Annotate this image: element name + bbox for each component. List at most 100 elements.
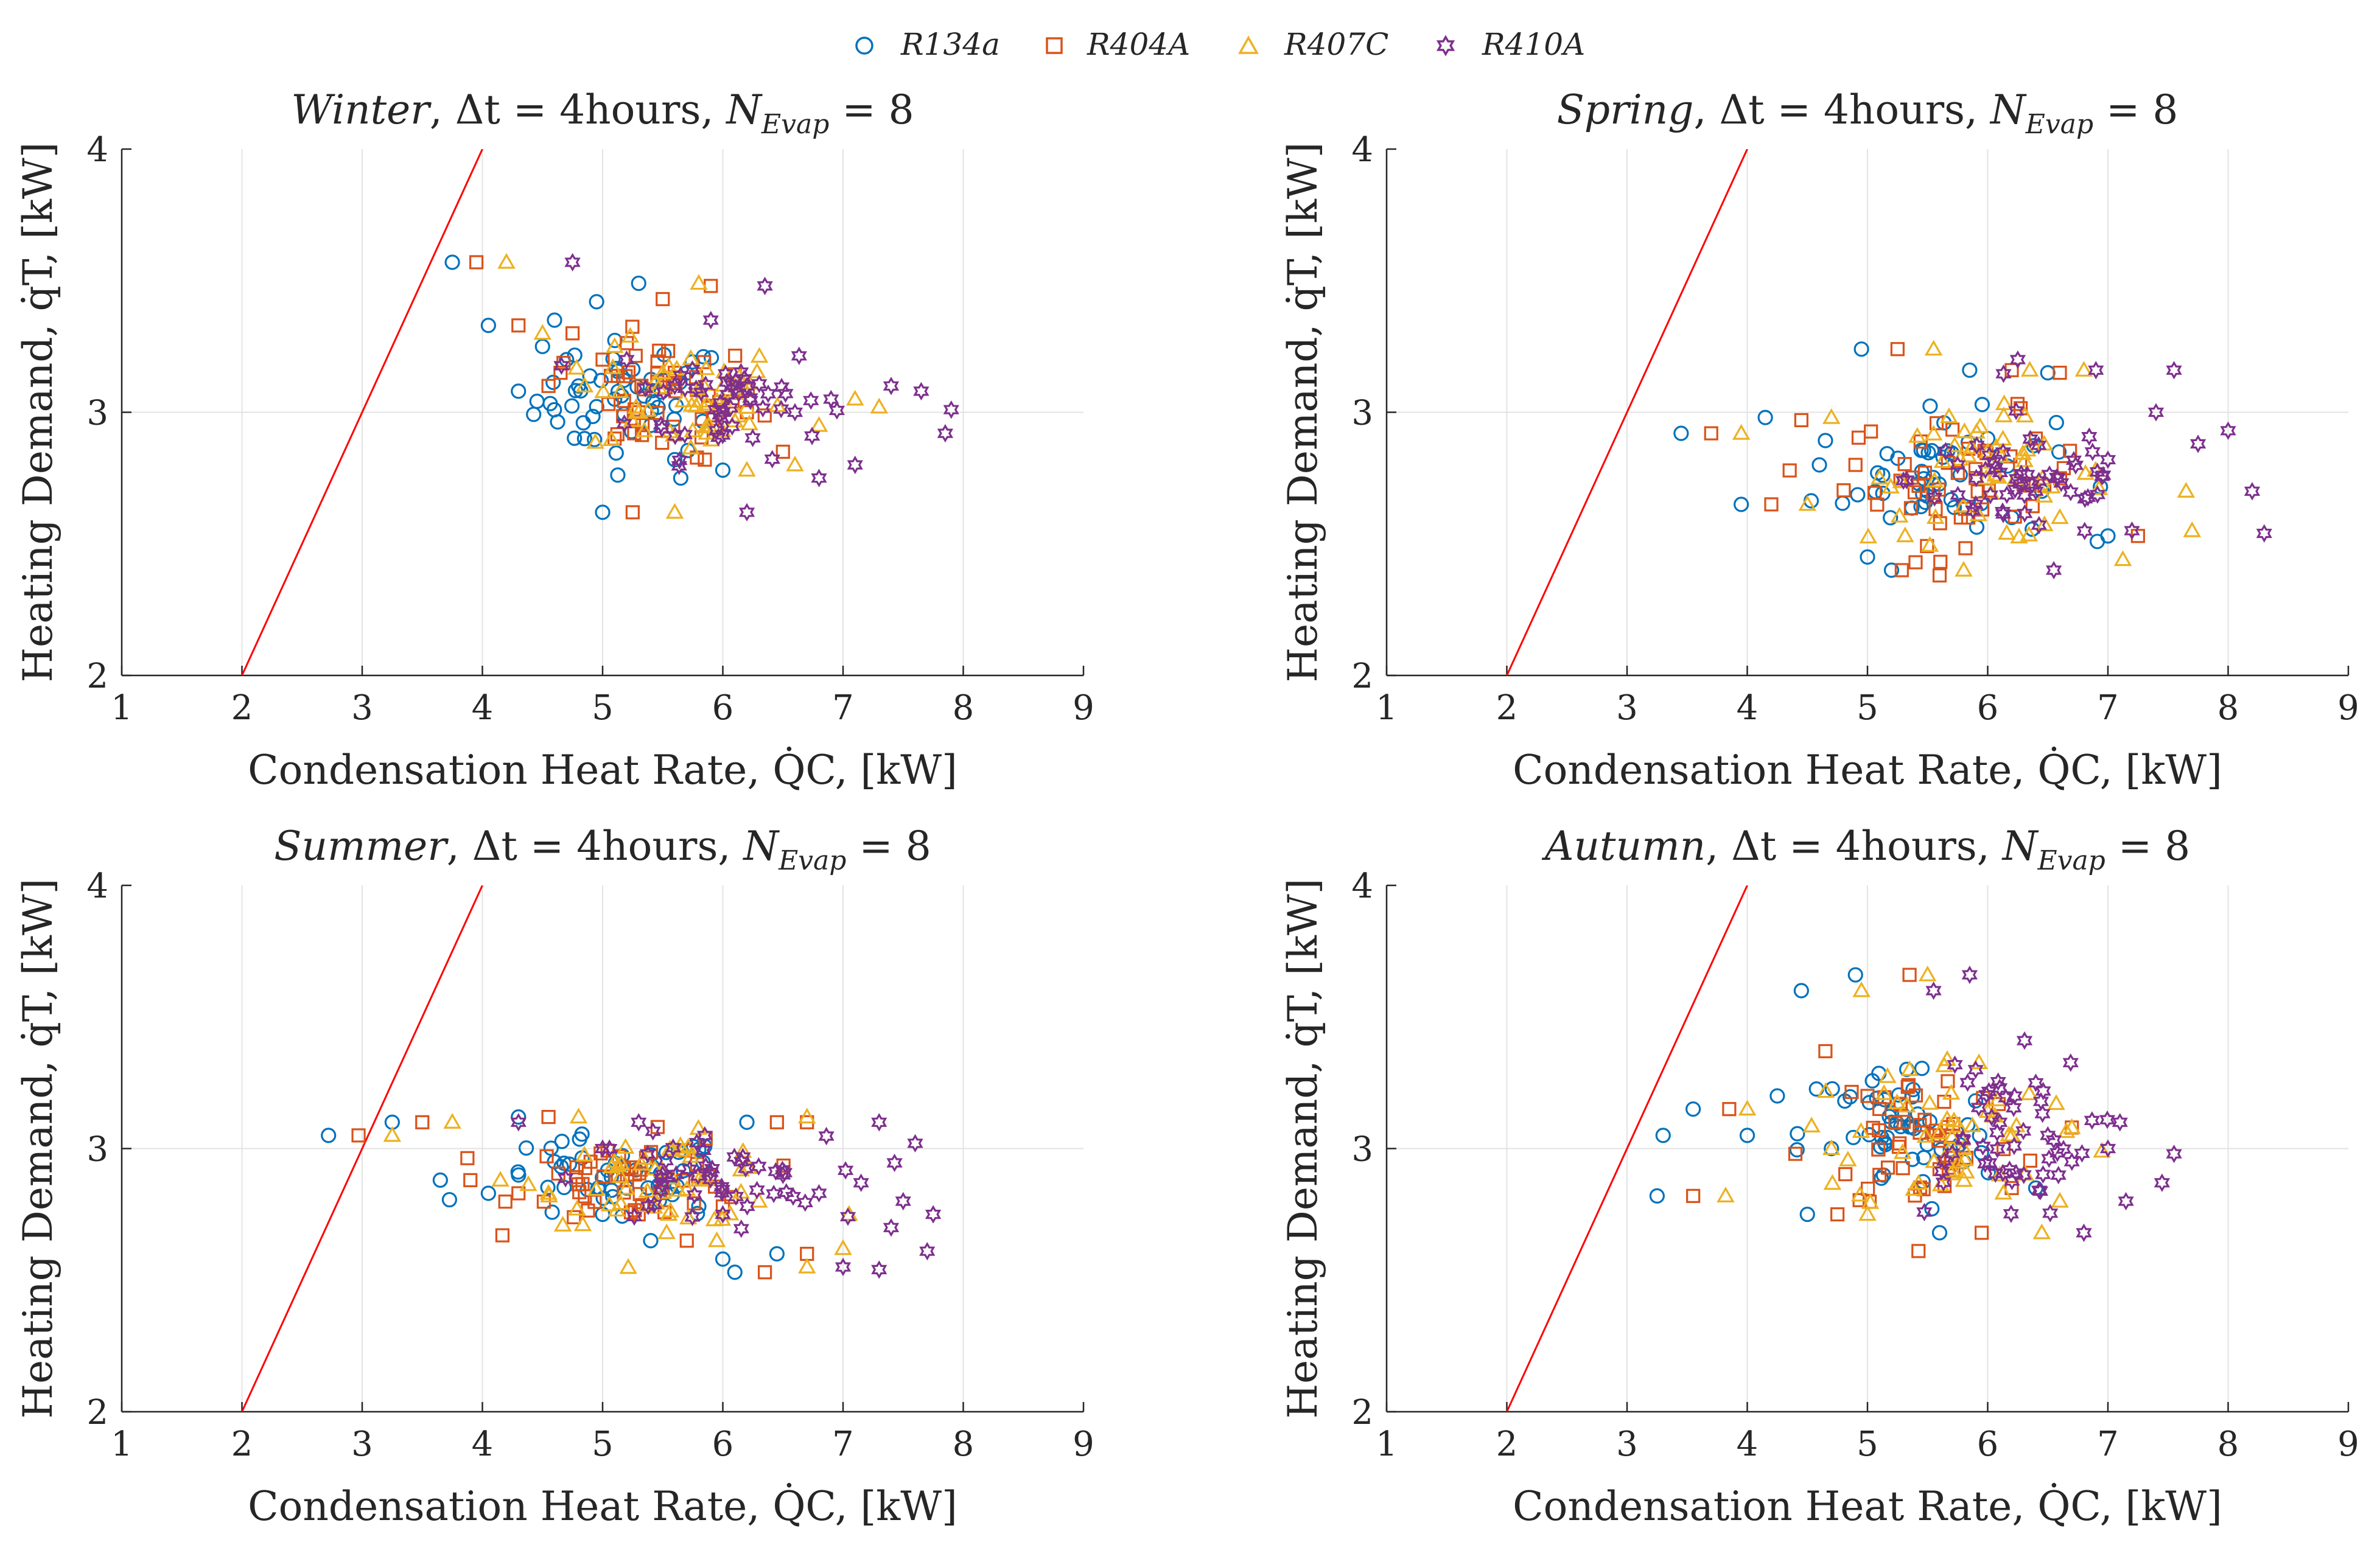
data-point-r410a bbox=[698, 375, 714, 394]
data-point-r410a bbox=[564, 253, 581, 272]
data-point-r134a bbox=[1864, 1073, 1880, 1089]
data-point-r407c bbox=[1945, 1111, 1963, 1128]
data-point-r404a bbox=[583, 1154, 598, 1169]
data-point-r410a bbox=[1983, 1107, 2000, 1126]
data-point-r407c bbox=[607, 1201, 626, 1217]
data-point-r404a bbox=[1975, 1226, 1989, 1240]
data-point-r404a bbox=[1907, 485, 1922, 500]
data-point-r407c bbox=[586, 433, 604, 449]
data-point-r404a bbox=[415, 1115, 430, 1129]
data-point-r410a bbox=[837, 1161, 854, 1180]
data-point-r410a bbox=[883, 377, 900, 396]
data-point-r134a bbox=[1734, 497, 1749, 512]
data-point-r410a bbox=[2099, 1139, 2116, 1158]
data-point-r404a bbox=[698, 452, 712, 467]
data-point-r410a bbox=[695, 1141, 712, 1160]
data-point-r407c bbox=[617, 1179, 635, 1195]
x-axis-label: Condensation Heat Rate, Q̇C, [kW] bbox=[248, 747, 957, 793]
data-point-r404a bbox=[661, 344, 676, 358]
series-r410a bbox=[1916, 965, 2182, 1243]
data-point-r407c bbox=[693, 375, 712, 391]
data-point-r410a bbox=[553, 356, 570, 375]
data-point-r404a bbox=[469, 255, 484, 270]
data-point-r404a bbox=[1704, 426, 1718, 441]
data-point-r410a bbox=[2022, 430, 2039, 448]
data-point-r404a bbox=[1818, 1044, 1833, 1059]
data-point-r404a bbox=[596, 1169, 611, 1184]
data-point-r134a bbox=[1924, 1201, 1940, 1217]
data-point-r407c bbox=[1916, 1127, 1935, 1143]
y-tick-label: 4 bbox=[86, 867, 108, 906]
data-point-r410a bbox=[2050, 1165, 2067, 1185]
data-point-r404a bbox=[1888, 1115, 1903, 1130]
data-point-r407c bbox=[698, 394, 716, 411]
data-point-r407c bbox=[629, 403, 648, 419]
data-point-r404a bbox=[1933, 554, 1948, 569]
data-point-r407c bbox=[2032, 1223, 2051, 1240]
data-point-r410a bbox=[2124, 521, 2140, 540]
y-axis-label: Heating Demand, q̇T, [kW] bbox=[15, 879, 61, 1419]
data-point-r410a bbox=[2017, 504, 2033, 523]
data-point-r407c bbox=[619, 1258, 637, 1274]
data-point-r407c bbox=[1963, 1116, 1982, 1132]
data-point-r410a bbox=[744, 428, 761, 447]
data-point-r134a bbox=[1757, 410, 1773, 425]
data-point-r410a bbox=[2076, 521, 2093, 540]
data-point-r404a bbox=[1900, 1079, 1915, 1094]
data-point-r410a bbox=[925, 1205, 942, 1224]
data-point-r410a bbox=[943, 400, 959, 419]
x-tick-label: 8 bbox=[2217, 688, 2239, 728]
series-r410a bbox=[553, 253, 959, 521]
data-point-r410a bbox=[2012, 475, 2029, 494]
data-point-r407c bbox=[533, 324, 552, 340]
y-tick-label: 2 bbox=[86, 1393, 108, 1432]
data-point-r410a bbox=[601, 1139, 618, 1158]
data-point-r410a bbox=[1992, 1113, 2008, 1132]
data-point-r404a bbox=[567, 1210, 581, 1224]
data-point-r134a bbox=[544, 1204, 560, 1220]
data-point-r407c bbox=[1890, 506, 1909, 523]
reference-line bbox=[1506, 885, 1748, 1412]
data-point-r404a bbox=[652, 343, 667, 358]
data-point-r410a bbox=[715, 403, 731, 422]
data-point-r404a bbox=[1908, 555, 1923, 570]
data-point-r404a bbox=[1896, 1115, 1911, 1129]
data-point-r134a bbox=[567, 430, 583, 446]
data-point-r410a bbox=[2220, 421, 2236, 440]
data-point-r410a bbox=[764, 450, 780, 469]
data-point-r410a bbox=[907, 1134, 923, 1153]
data-point-r404a bbox=[775, 444, 790, 459]
data-point-r404a bbox=[1838, 1167, 1853, 1182]
legend-marker-r134a bbox=[855, 37, 873, 55]
data-point-r134a bbox=[1931, 1225, 1948, 1241]
data-point-r410a bbox=[2008, 402, 2025, 420]
data-point-r134a bbox=[739, 1114, 755, 1130]
data-point-r410a bbox=[811, 1184, 827, 1203]
data-point-r410a bbox=[2062, 1053, 2079, 1072]
data-point-r407c bbox=[567, 358, 586, 375]
data-point-r407c bbox=[1918, 965, 1937, 982]
data-point-r410a bbox=[1967, 495, 1984, 514]
data-point-r134a bbox=[510, 1164, 526, 1180]
data-point-r404a bbox=[769, 1115, 784, 1129]
data-point-r410a bbox=[671, 451, 688, 470]
data-point-r407c bbox=[1959, 447, 1978, 462]
data-point-r407c bbox=[1839, 1150, 1857, 1167]
data-point-r410a bbox=[594, 1139, 611, 1158]
x-axis-label: Condensation Heat Rate, Q̇C, [kW] bbox=[248, 1483, 957, 1530]
data-point-r134a bbox=[610, 467, 626, 483]
data-point-r134a bbox=[715, 1251, 731, 1267]
data-point-r407c bbox=[602, 430, 621, 447]
data-point-r134a bbox=[554, 1134, 570, 1149]
data-point-r407c bbox=[1920, 535, 1939, 552]
x-tick-label: 2 bbox=[1496, 1425, 1518, 1464]
data-point-r404a bbox=[1867, 486, 1882, 500]
data-point-r407c bbox=[1852, 1122, 1871, 1138]
x-tick-label: 7 bbox=[2097, 1425, 2119, 1464]
data-point-r410a bbox=[823, 389, 839, 409]
data-point-r407c bbox=[568, 1199, 586, 1216]
data-point-r134a bbox=[1974, 397, 1990, 413]
data-point-r407c bbox=[1893, 1143, 1912, 1159]
data-point-r407c bbox=[1924, 340, 1943, 356]
